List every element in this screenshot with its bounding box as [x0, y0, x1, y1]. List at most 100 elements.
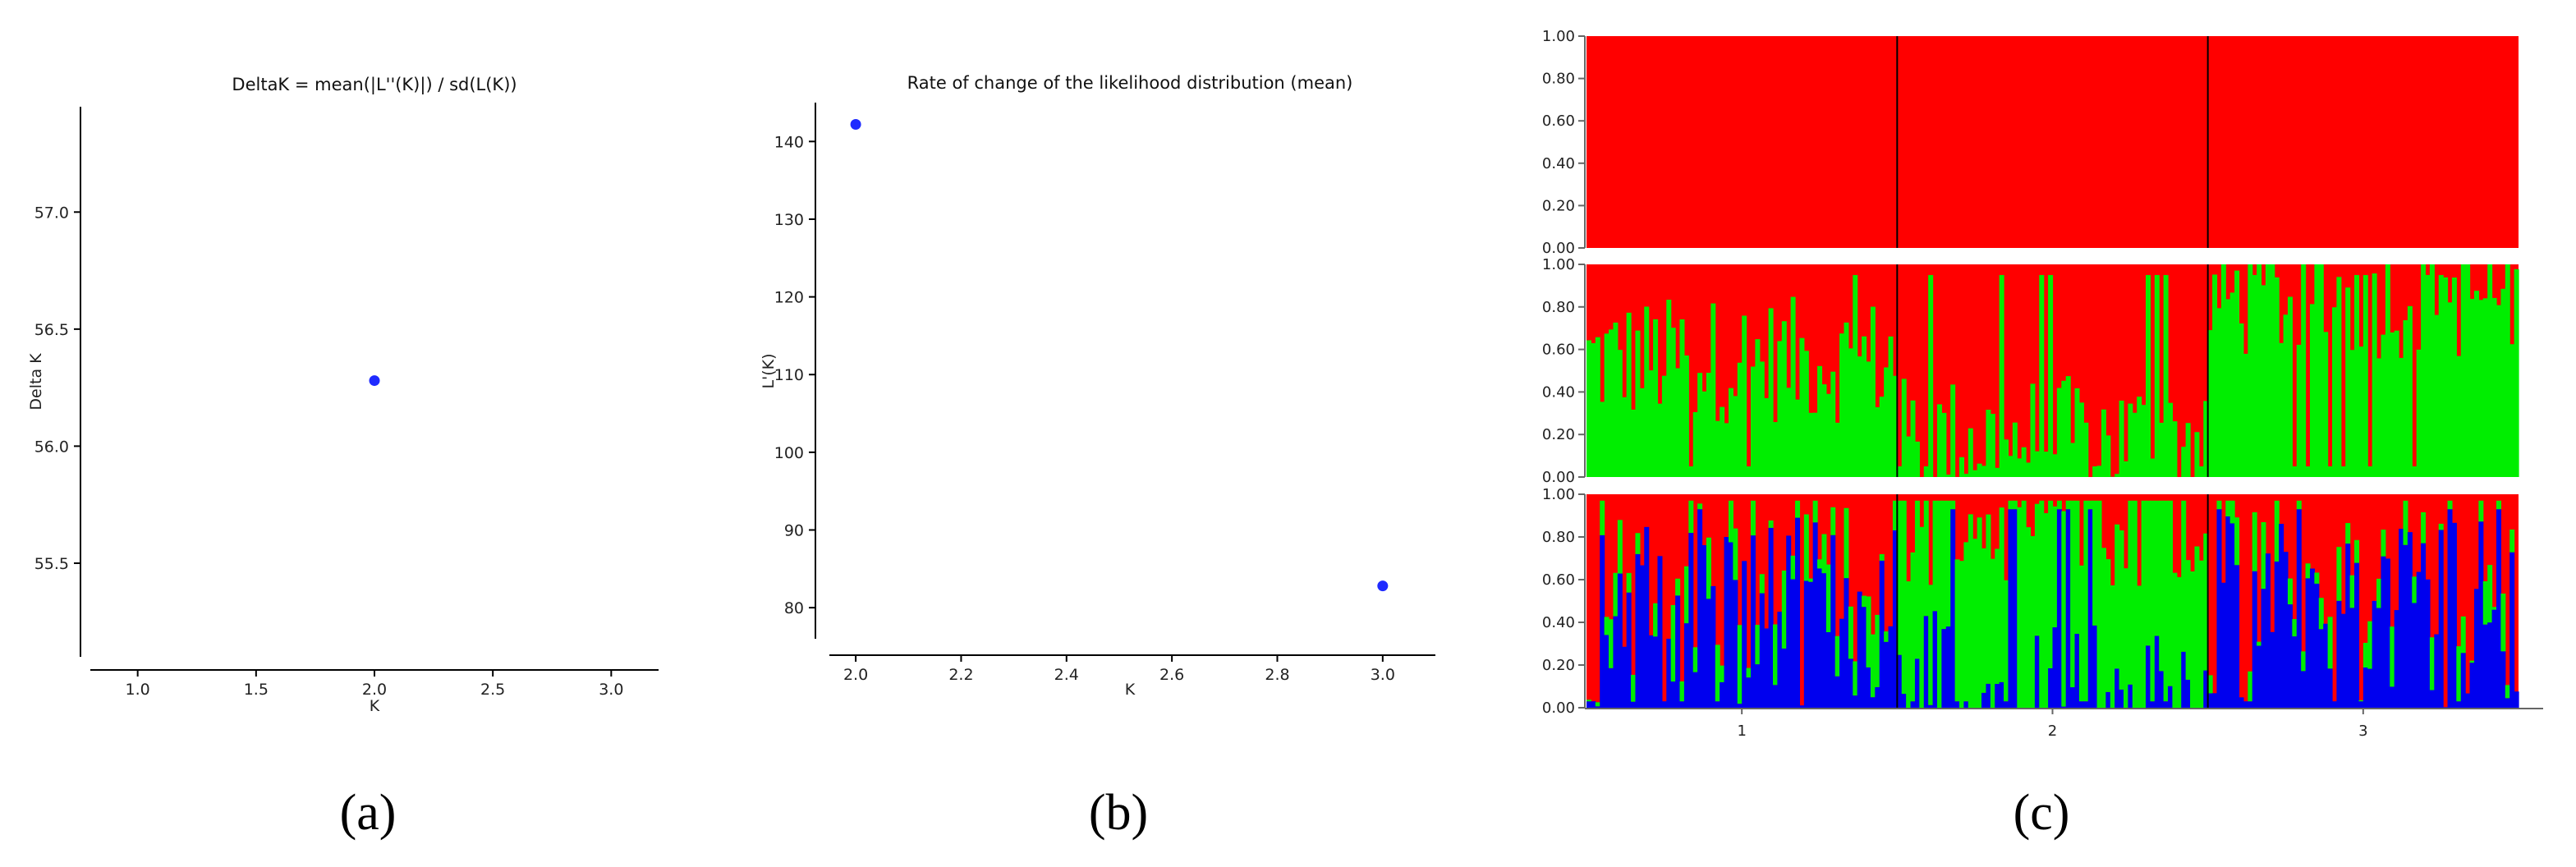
structure-bar-blue: [1635, 553, 1641, 708]
structure-bar-green: [2220, 264, 2226, 477]
structure-bar-green: [1626, 572, 1632, 593]
structure-bar-green: [1715, 645, 1720, 702]
structure-bar-green: [2500, 593, 2506, 652]
structure-bar-blue: [2362, 667, 2368, 708]
structure-bar-green: [2159, 422, 2165, 477]
structure-bar-green: [2358, 346, 2364, 477]
structure-bar-green: [1999, 274, 2004, 477]
structure-bar-green: [2074, 388, 2080, 477]
structure-bar-green: [1963, 474, 1969, 477]
structure-bar-green: [2421, 511, 2427, 544]
structure-bar-blue: [1786, 535, 1792, 708]
structure-bar-green: [1742, 315, 1747, 477]
structure-bar-green: [1914, 500, 1920, 659]
structure-bar-green: [2074, 500, 2080, 634]
structure-bar-green: [1786, 388, 1792, 477]
structure-bar-green: [1879, 553, 1885, 561]
panel-a-x-ticks: 1.0 1.5 2.0 2.5 3.0: [126, 670, 623, 699]
structure-bar-green: [1631, 409, 1637, 477]
structure-y-tick-label: 0.20: [1542, 197, 1575, 214]
structure-bar-blue: [1884, 641, 1890, 708]
structure-bar-green: [2225, 299, 2231, 477]
structure-bar-blue: [2323, 623, 2329, 708]
structure-bar-green: [2354, 274, 2360, 477]
structure-bar-blue: [2225, 516, 2231, 708]
structure-bar-green: [2438, 523, 2444, 530]
structure-bar-green: [1812, 500, 1818, 523]
structure-bar-green: [2487, 264, 2493, 477]
panel-a-x-tick-label: 2.0: [362, 681, 387, 699]
structure-bar-green: [2141, 500, 2147, 708]
structure-bar-green: [1670, 604, 1676, 682]
structure-bar-green: [1977, 517, 1982, 708]
structure-bar-blue: [2216, 509, 2222, 708]
structure-bar-blue: [1653, 636, 1659, 708]
structure-bar-blue: [2456, 701, 2462, 708]
structure-bar-blue: [1750, 535, 1756, 708]
structure-bar-blue: [2425, 579, 2431, 708]
structure-x-tick-label: 3: [2358, 722, 2367, 740]
structure-bar-blue: [2496, 509, 2501, 708]
structure-bar-green: [2021, 447, 2027, 477]
structure-bar-green: [2048, 274, 2054, 477]
structure-bar-green: [1764, 397, 1770, 477]
structure-bar-green: [2505, 264, 2510, 477]
structure-bar-green: [2030, 535, 2036, 708]
structure-bar-blue: [2061, 706, 2067, 708]
structure-bar-blue: [2505, 698, 2510, 708]
structure-bar-green: [2137, 585, 2142, 708]
structure-bar-blue: [2434, 634, 2440, 708]
panel-b-y-label: L'(K): [760, 353, 778, 388]
structure-bar-green: [1675, 368, 1681, 477]
structure-bar-green: [2465, 264, 2471, 477]
structure-bar-blue: [2345, 544, 2351, 708]
structure-bar-green: [2469, 660, 2475, 663]
structure-bar-blue: [2252, 571, 2257, 708]
structure-y-tick-label: 0.80: [1542, 71, 1575, 88]
structure-bar-blue: [1790, 579, 1796, 708]
structure-bar-blue: [2150, 701, 2156, 708]
structure-bar-blue: [1679, 701, 1685, 708]
structure-bar-green: [1897, 466, 1903, 477]
structure-bar-blue: [2274, 561, 2280, 708]
structure-bar-green: [1901, 500, 1907, 695]
structure-bar-green: [2030, 383, 2036, 477]
structure-bar-green: [1595, 337, 1600, 477]
structure-bar-blue: [2491, 609, 2497, 708]
panel-b-data-point: [1377, 580, 1389, 592]
panel-b-x-tick-label: 2.2: [948, 666, 973, 684]
structure-bar-green: [2172, 421, 2178, 477]
structure-y-tick-label: 0.40: [1542, 383, 1575, 401]
structure-bar-green: [2429, 637, 2435, 690]
structure-bar-green: [2438, 274, 2444, 477]
structure-bar-green: [2460, 616, 2466, 654]
structure-bar-green: [2491, 607, 2497, 610]
structure-bar-blue: [1817, 568, 1823, 708]
structure-bar-green: [1670, 328, 1676, 477]
structure-bar-green: [1906, 581, 1912, 708]
structure-bar-blue: [1830, 534, 1836, 708]
structure-bar-green: [2229, 292, 2235, 477]
panel-a-points: [369, 375, 380, 387]
structure-bar-blue: [2394, 610, 2399, 708]
structure-bar-blue: [2349, 608, 2355, 708]
structure-bar-blue: [2070, 687, 2076, 708]
panel-label-b: (b): [1089, 785, 1148, 841]
structure-bar-green: [2349, 350, 2355, 477]
structure-bar-green: [1932, 500, 1938, 612]
structure-bar-green: [1777, 341, 1783, 477]
structure-bar-green: [1759, 361, 1765, 477]
structure-bar-green: [2096, 500, 2102, 708]
structure-bar-green: [1622, 397, 1628, 477]
structure-bar-green: [1879, 397, 1885, 477]
structure-bar-green: [2092, 466, 2098, 477]
structure-bar-green: [1986, 514, 1991, 684]
structure-bar-green: [1844, 322, 1849, 477]
structure-bar-green: [2362, 274, 2368, 477]
structure-bar-green: [2279, 342, 2284, 477]
structure-bar-green: [1799, 337, 1805, 477]
structure-bar-blue: [2052, 627, 2058, 708]
panel-a-data-point: [369, 375, 380, 387]
structure-bar-green: [2309, 304, 2315, 477]
structure-bar-green: [2505, 685, 2510, 699]
